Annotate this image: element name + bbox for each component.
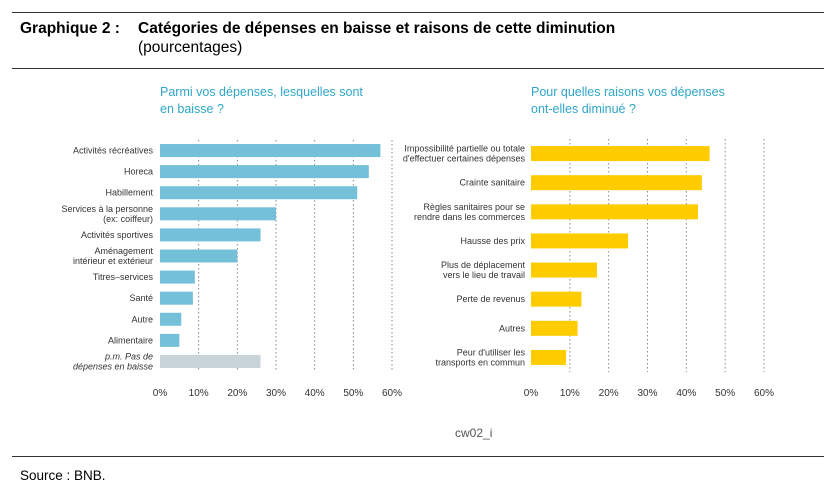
header-rule [12,68,824,69]
right-bar [531,146,710,162]
left-bar [160,270,195,284]
left-bar [160,144,381,158]
right-bar [531,349,566,365]
right-tick-label: 10% [560,388,580,399]
chart-title: Catégories de dépenses en baisse et rais… [138,20,616,37]
right-category-label: Plus de déplacement [441,260,526,270]
left-bar [160,186,358,200]
left-category-label: Horeca [124,167,153,177]
right-category-label: Crainte sanitaire [459,178,525,188]
left-category-label: (ex: coiffeur) [103,214,153,224]
left-category-label: Services à la personne [61,204,153,214]
left-tick-label: 10% [189,388,209,399]
right-bar [531,262,598,278]
right-category-label: vers le lieu de travail [443,270,525,280]
left-category-label: Activités récréatives [73,146,154,156]
right-category-label: Peur d'utiliser les [457,347,526,357]
right-category-label: Hausse des prix [460,236,525,246]
right-tick-label: 30% [637,388,657,399]
left-category-label: Aménagement [94,246,153,256]
left-category-label: Autre [131,314,153,324]
source-note: Source : BNB. [20,468,106,483]
right-tick-label: 0% [524,388,539,399]
left-tick-label: 40% [305,388,325,399]
right-category-label: transports en commun [435,357,525,367]
left-bar [160,249,238,263]
left-bar [160,165,369,179]
left-panel-title: Parmi vos dépenses, lesquelles sont en b… [160,84,363,118]
right-bar [531,175,702,191]
left-bar [160,207,276,221]
left-tick-label: 0% [153,388,168,399]
left-tick-label: 20% [227,388,247,399]
right-category-label: Règles sanitaires pour se [423,202,525,212]
right-bar [531,204,698,220]
left-category-label: Habillement [105,188,153,198]
right-panel-title: Pour quelles raisons vos dépenses ont-el… [531,84,725,118]
left-tick-label: 30% [266,388,286,399]
left-bar [160,228,261,242]
right-tick-label: 40% [676,388,696,399]
right-tick-label: 20% [599,388,619,399]
left-category-label: intérieur et extérieur [73,256,153,266]
right-tick-label: 50% [715,388,735,399]
right-category-label: Autres [499,323,526,333]
left-category-label: Activités sportives [81,230,154,240]
right-panel-title-line-1: Pour quelles raisons vos dépenses [531,85,725,99]
left-panel-title-line-2: en baisse ? [160,102,224,116]
footer-rule [12,456,824,457]
right-panel-title-line-2: ont-elles diminué ? [531,102,636,116]
left-bar [160,291,193,305]
right-bar [531,233,629,249]
chart-credit: cw02_i [455,426,493,440]
chart-subtitle: (pourcentages) [138,39,243,56]
left-bar [160,354,261,368]
right-category-label: Perte de revenus [456,294,525,304]
chart-number-label: Graphique 2 : [20,20,120,37]
left-category-label: Santé [129,293,153,303]
right-category-label: Impossibilité partielle ou totale [404,144,525,154]
right-bar [531,320,578,336]
left-panel-title-line-1: Parmi vos dépenses, lesquelles sont [160,85,363,99]
right-category-label: rendre dans les commerces [414,212,526,222]
left-category-label: p.m. Pas de [104,351,153,361]
left-category-label: dépenses en baisse [73,361,153,371]
right-bar [531,291,582,307]
left-category-label: Alimentaire [108,335,153,345]
left-tick-label: 50% [343,388,363,399]
top-rule [12,12,824,13]
left-category-label: Titres–services [93,272,154,282]
left-bar [160,312,182,326]
chart-heading: Graphique 2 : Catégories de dépenses en b… [20,20,615,38]
right-category-label: d'effectuer certaines dépenses [403,154,526,164]
left-tick-label: 60% [382,388,402,399]
right-tick-label: 60% [754,388,774,399]
left-bar [160,333,180,347]
